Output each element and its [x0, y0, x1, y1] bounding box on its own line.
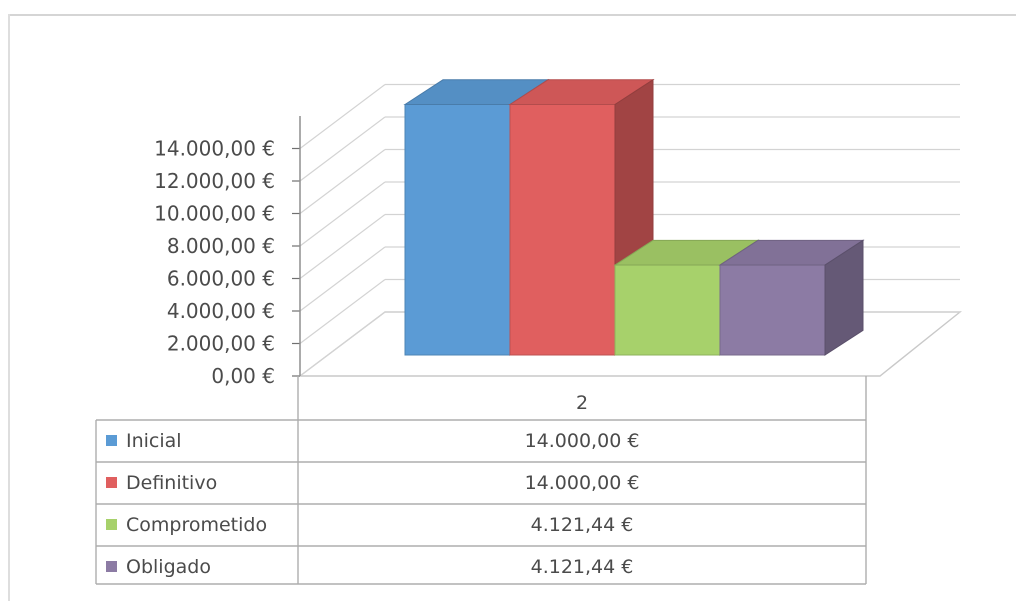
legend-swatch: [106, 435, 117, 446]
y-tick-label: 8.000,00 €: [167, 234, 275, 258]
y-tick-label: 12.000,00 €: [154, 169, 275, 193]
gridline-side: [299, 116, 386, 182]
gridline-side: [299, 311, 386, 377]
gridline-side: [299, 149, 386, 214]
series-name: Inicial: [126, 430, 182, 452]
scan-left-border: [8, 14, 10, 601]
legend-swatch: [106, 519, 117, 530]
series-value: 14.000,00 €: [525, 430, 640, 452]
gridline-side: [299, 214, 386, 279]
bar-obligado-front: [719, 264, 826, 356]
y-tick-label: 4.000,00 €: [167, 299, 275, 323]
scan-top-border: [8, 14, 1016, 16]
gridline-side: [299, 246, 386, 312]
bar-obligado-side: [824, 239, 864, 356]
bar-inicial-front: [404, 104, 511, 356]
gridline-side: [299, 279, 386, 344]
series-value: 4.121,44 €: [531, 514, 634, 536]
legend-swatch: [106, 477, 117, 488]
y-tick-label: 2.000,00 €: [167, 332, 275, 356]
bar-comprometido-front: [614, 264, 721, 356]
series-name: Comprometido: [126, 514, 267, 536]
y-tick-label: 0,00 €: [211, 364, 275, 388]
series-value: 14.000,00 €: [525, 472, 640, 494]
series-name: Definitivo: [126, 472, 217, 494]
y-tick-label: 14.000,00 €: [154, 137, 275, 161]
gridline-side: [299, 181, 386, 247]
category-label: 2: [576, 392, 588, 414]
gridline-side: [299, 84, 386, 149]
legend-swatch: [106, 561, 117, 572]
y-tick-label: 10.000,00 €: [154, 202, 275, 226]
y-tick-label: 6.000,00 €: [167, 267, 275, 291]
series-name: Obligado: [126, 556, 211, 578]
series-value: 4.121,44 €: [531, 556, 634, 578]
bar-definitivo-front: [509, 104, 616, 356]
